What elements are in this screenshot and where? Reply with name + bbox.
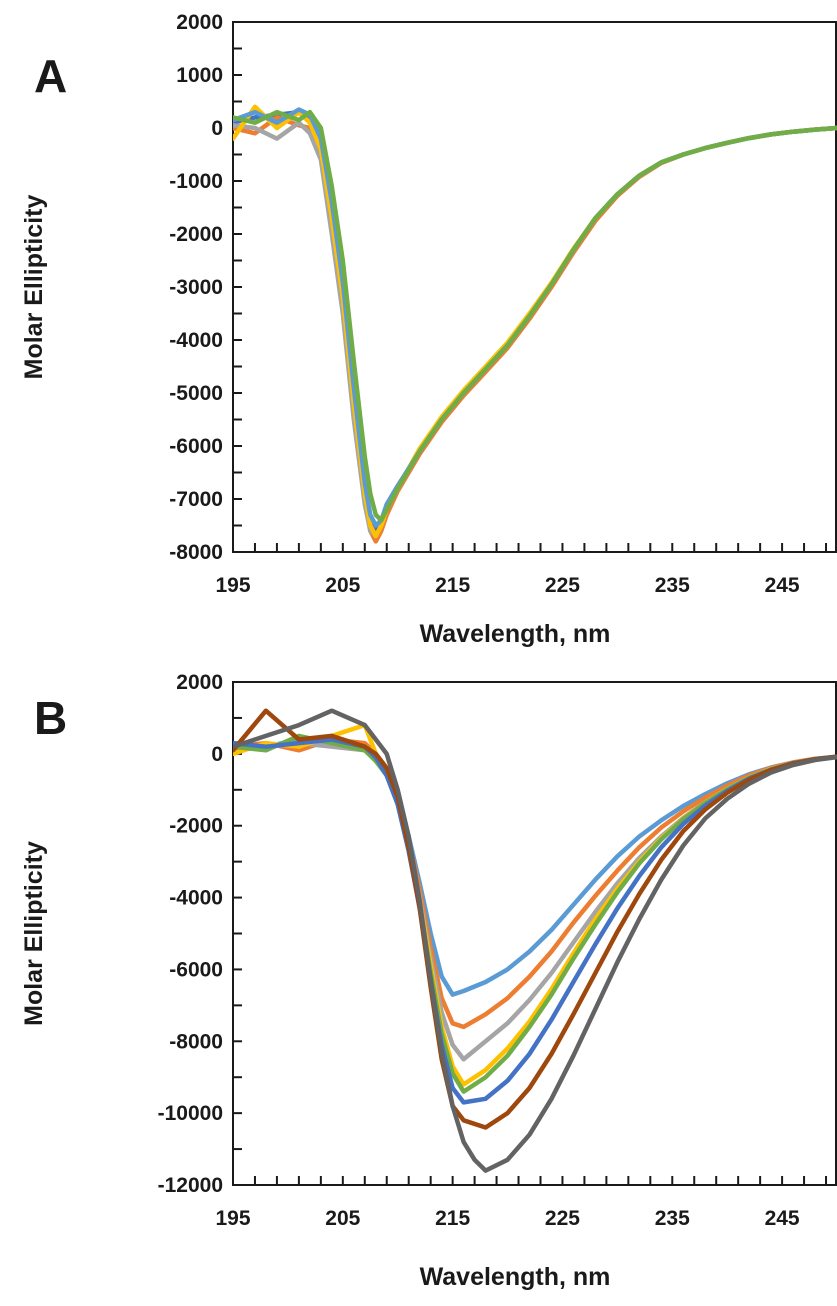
y-tick-label: -2000 [169, 223, 223, 246]
y-tick-label: 2000 [176, 11, 223, 34]
x-tick-label: 245 [765, 574, 800, 597]
x-tick-label: 235 [655, 574, 690, 597]
x-tick-label: 205 [325, 574, 360, 597]
plot-frame [232, 21, 837, 553]
x-tick-label: 245 [765, 1207, 800, 1230]
y-tick-label: 2000 [176, 671, 223, 694]
x-tick-label: 195 [215, 574, 250, 597]
panel-a-chart: 2000 1000 0 -1000 -2000 -3000 -4000 -5000 -6000 -… [20, 11, 837, 648]
y-tick-label: 1000 [176, 64, 223, 87]
y-tick-label: -4000 [169, 329, 223, 352]
x-axis-title: Wavelength, nm [420, 1263, 611, 1291]
panel-label: A [34, 50, 67, 102]
y-tick-label: -6000 [169, 435, 223, 458]
y-tick-label: -10000 [158, 1102, 223, 1125]
y-tick-label: -4000 [169, 887, 223, 910]
y-tick-label: -7000 [169, 488, 223, 511]
series-line-4 [233, 104, 837, 539]
y-tick-label: -2000 [169, 815, 223, 838]
x-tick-label: 215 [435, 1207, 470, 1230]
series-line-5 [233, 733, 837, 1094]
y-tick-label: -5000 [169, 382, 223, 405]
x-tick-label: 225 [545, 1207, 580, 1230]
x-axis-title: Wavelength, nm [420, 620, 611, 648]
x-tick-label: 215 [435, 574, 470, 597]
panel-b-chart: 2000 0 -2000 -4000 -6000 -8000 -10000 -12000 195… [20, 671, 837, 1291]
series-line-8 [233, 708, 837, 1173]
series-line-3 [233, 120, 837, 539]
x-tick-label: 235 [655, 1207, 690, 1230]
series-line-6 [233, 109, 837, 523]
y-tick-label: -1000 [169, 170, 223, 193]
y-axis-title: Molar Ellipticity [20, 195, 48, 380]
series-line-7 [233, 708, 837, 1130]
y-tick-label: -12000 [158, 1174, 223, 1197]
y-tick-label: -3000 [169, 276, 223, 299]
series-line-6 [233, 737, 837, 1105]
y-tick-label: 0 [211, 117, 223, 140]
x-tick-label: 225 [545, 574, 580, 597]
y-tick-label: 0 [211, 743, 223, 766]
x-tick-label: 195 [215, 1207, 250, 1230]
y-tick-label: -6000 [169, 958, 223, 981]
x-tick-label: 205 [325, 1207, 360, 1230]
y-axis-title: Molar Ellipticity [20, 841, 48, 1026]
panel-label: B [34, 692, 67, 744]
y-tick-label: -8000 [169, 1030, 223, 1053]
plot-frame [232, 681, 837, 1186]
y-tick-label: -8000 [169, 541, 223, 564]
